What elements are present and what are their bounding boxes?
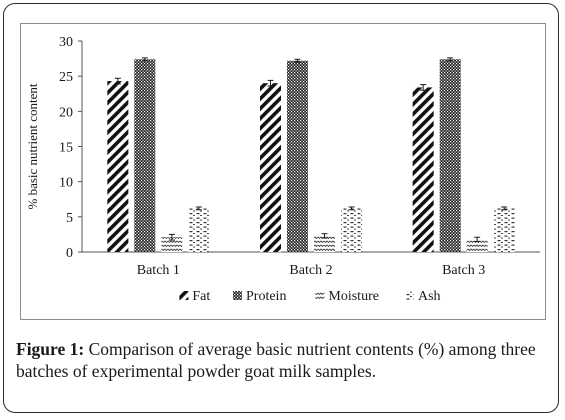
bar-fat-2 <box>260 83 281 252</box>
legend-label-ash: Ash <box>418 289 441 304</box>
x-tick-label: Batch 3 <box>442 263 485 278</box>
legend-swatch-ash <box>405 291 414 300</box>
x-tick-label: Batch 2 <box>289 263 332 278</box>
bar-fat-1 <box>107 81 129 252</box>
legend-label-fat: Fat <box>192 289 210 304</box>
bar-protein-1 <box>134 59 156 252</box>
bar-fat-3 <box>412 87 434 252</box>
y-tick-label: 25 <box>59 70 73 85</box>
bar-ash-1 <box>188 208 210 252</box>
y-tick-label: 0 <box>66 246 73 261</box>
legend-label-protein: Protein <box>246 289 286 304</box>
legend-swatch-fat <box>179 291 189 300</box>
bar-protein-3 <box>439 59 461 252</box>
x-tick-label: Batch 1 <box>137 263 180 278</box>
figure-caption: Figure 1: Comparison of average basic nu… <box>16 338 546 382</box>
y-tick-label: 10 <box>59 176 73 191</box>
bar-chart: 0 5 10 15 20 25 30 % basic nutrient content Batc… <box>25 35 540 304</box>
legend-label-moisture: Moisture <box>328 289 379 304</box>
bar-moisture-2 <box>314 235 335 252</box>
y-tick-label: 15 <box>59 141 73 156</box>
caption-lead: Figure 1: <box>16 339 85 359</box>
y-tick-label: 30 <box>59 35 73 50</box>
legend-swatch-protein <box>233 291 242 300</box>
bar-moisture-1 <box>161 237 183 252</box>
bar-ash-2 <box>341 208 362 252</box>
y-tick-label: 20 <box>59 105 73 120</box>
bar-protein-2 <box>287 60 308 253</box>
y-axis-label: % basic nutrient content <box>25 83 40 209</box>
bar-ash-3 <box>493 208 515 252</box>
legend-swatch-moisture <box>315 291 325 300</box>
caption-text: Comparison of average basic nutrient con… <box>16 339 536 381</box>
y-tick-label: 5 <box>66 211 73 226</box>
bar-moisture-3 <box>466 239 488 252</box>
